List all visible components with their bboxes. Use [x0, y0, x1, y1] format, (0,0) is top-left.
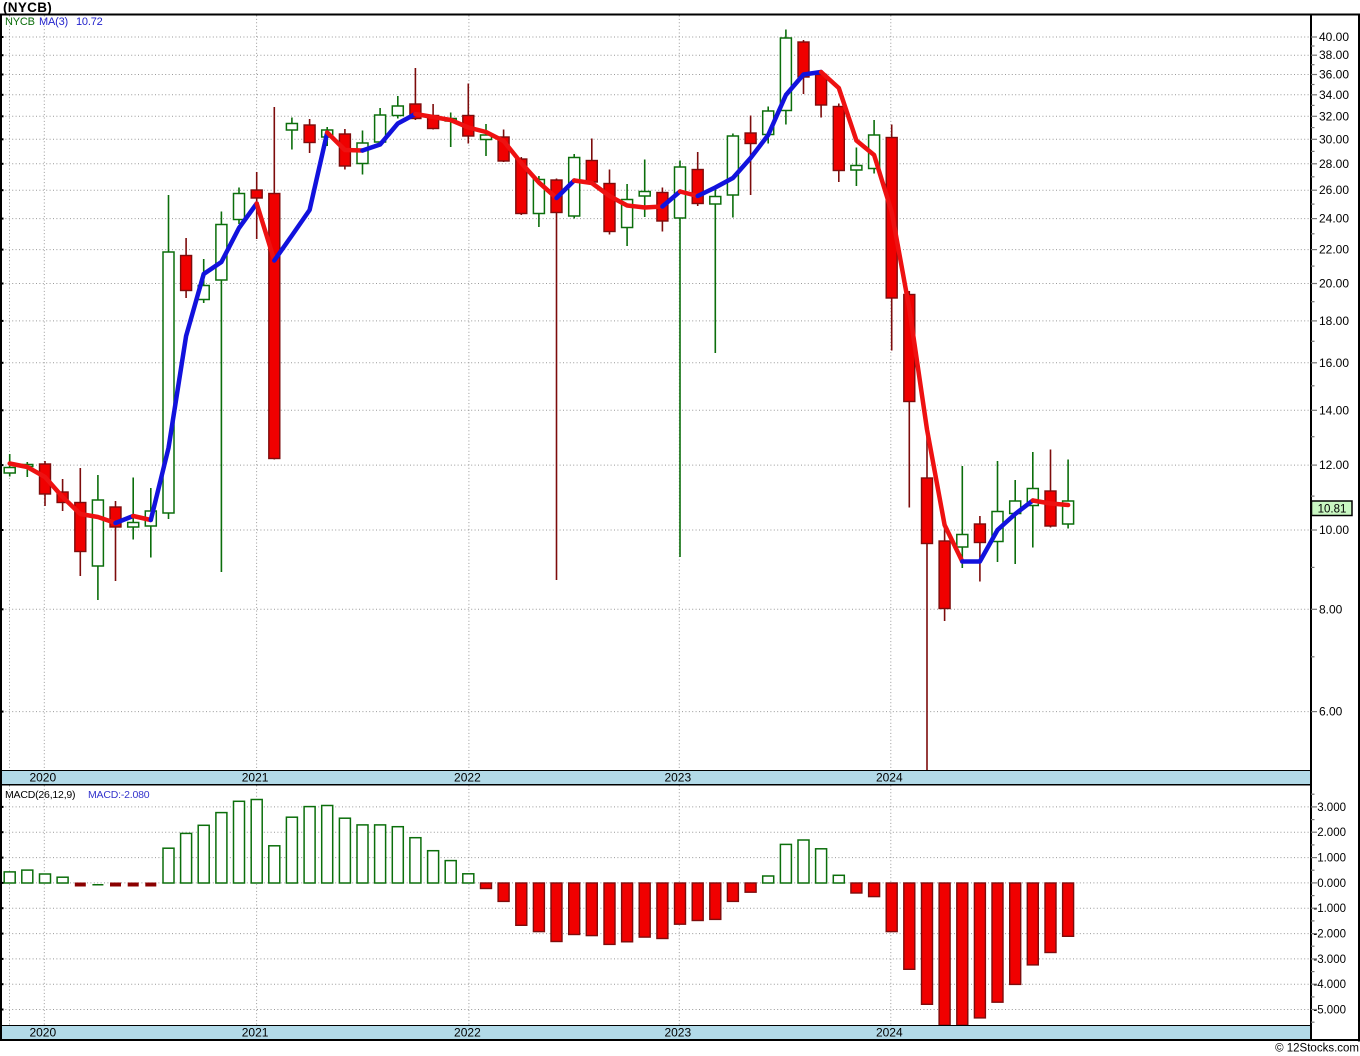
svg-text:12.00: 12.00: [1319, 458, 1349, 472]
svg-text:-5.000: -5.000: [1313, 1005, 1346, 1017]
svg-text:2023: 2023: [664, 771, 691, 785]
svg-text:40.00: 40.00: [1319, 30, 1349, 44]
svg-text:2022: 2022: [454, 771, 481, 785]
svg-text:(NYCB): (NYCB): [3, 0, 52, 15]
svg-text:MACD(26,12,9): MACD(26,12,9): [5, 789, 75, 801]
svg-text:10.72: 10.72: [76, 16, 103, 28]
svg-text:10.00: 10.00: [1319, 523, 1349, 537]
svg-text:MACD:-2.080: MACD:-2.080: [88, 789, 150, 801]
svg-text:14.00: 14.00: [1319, 403, 1349, 417]
svg-text:28.00: 28.00: [1319, 157, 1349, 171]
svg-text:2020: 2020: [29, 1026, 56, 1040]
svg-text:26.00: 26.00: [1319, 183, 1349, 197]
svg-text:MA(3): MA(3): [39, 16, 68, 28]
svg-text:38.00: 38.00: [1319, 48, 1349, 62]
svg-text:2.000: 2.000: [1317, 827, 1346, 839]
svg-text:-4.000: -4.000: [1313, 979, 1346, 991]
svg-text:18.00: 18.00: [1319, 314, 1349, 328]
svg-text:2023: 2023: [664, 1026, 691, 1040]
svg-text:2021: 2021: [242, 771, 269, 785]
svg-text:© 12Stocks.com: © 12Stocks.com: [1275, 1043, 1359, 1055]
svg-text:24.00: 24.00: [1319, 212, 1349, 226]
svg-text:8.00: 8.00: [1319, 602, 1343, 616]
svg-text:2021: 2021: [242, 1026, 269, 1040]
svg-text:0.000: 0.000: [1317, 878, 1346, 890]
svg-text:2024: 2024: [876, 1026, 903, 1040]
svg-text:2022: 2022: [454, 1026, 481, 1040]
svg-text:2020: 2020: [29, 771, 56, 785]
svg-text:34.00: 34.00: [1319, 88, 1349, 102]
svg-text:-3.000: -3.000: [1313, 954, 1346, 966]
svg-text:6.00: 6.00: [1319, 705, 1343, 719]
svg-text:2024: 2024: [876, 771, 903, 785]
svg-text:-2.000: -2.000: [1313, 929, 1346, 941]
svg-text:NYCB: NYCB: [5, 16, 35, 28]
svg-text:1.000: 1.000: [1317, 853, 1346, 865]
svg-text:16.00: 16.00: [1319, 356, 1349, 370]
svg-text:22.00: 22.00: [1319, 243, 1349, 257]
svg-text:36.00: 36.00: [1319, 68, 1349, 82]
svg-text:32.00: 32.00: [1319, 109, 1349, 123]
svg-text:10.81: 10.81: [1318, 503, 1347, 515]
svg-text:3.000: 3.000: [1317, 802, 1346, 814]
svg-text:30.00: 30.00: [1319, 132, 1349, 146]
svg-text:20.00: 20.00: [1319, 277, 1349, 291]
svg-text:-1.000: -1.000: [1313, 903, 1346, 915]
